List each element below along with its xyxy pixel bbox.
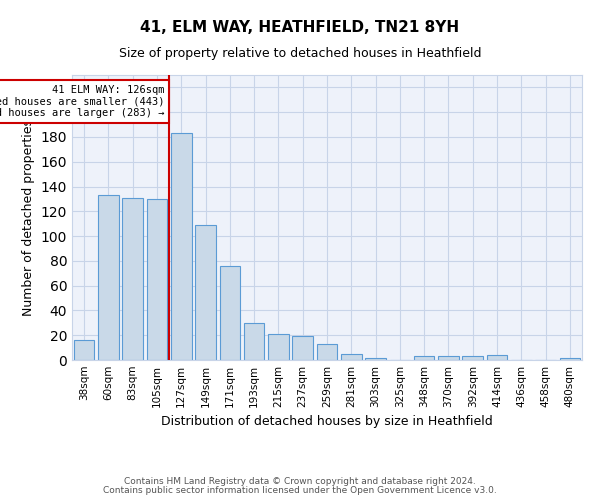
- Bar: [268, 334, 289, 360]
- Text: Contains HM Land Registry data © Crown copyright and database right 2024.: Contains HM Land Registry data © Crown c…: [124, 477, 476, 486]
- Bar: [487, 355, 508, 360]
- Bar: [463, 356, 483, 360]
- Text: Contains public sector information licensed under the Open Government Licence v3: Contains public sector information licen…: [103, 486, 497, 495]
- Bar: [365, 358, 386, 360]
- Bar: [122, 198, 143, 360]
- Y-axis label: Number of detached properties: Number of detached properties: [22, 119, 35, 316]
- Bar: [195, 225, 216, 360]
- Text: 41, ELM WAY, HEATHFIELD, TN21 8YH: 41, ELM WAY, HEATHFIELD, TN21 8YH: [140, 20, 460, 35]
- Bar: [244, 323, 265, 360]
- Bar: [414, 356, 434, 360]
- X-axis label: Distribution of detached houses by size in Heathfield: Distribution of detached houses by size …: [161, 416, 493, 428]
- Bar: [317, 344, 337, 360]
- Text: 41 ELM WAY: 126sqm
← 60% of detached houses are smaller (443)
39% of semi-detach: 41 ELM WAY: 126sqm ← 60% of detached hou…: [0, 85, 164, 118]
- Bar: [438, 356, 459, 360]
- Bar: [171, 133, 191, 360]
- Bar: [146, 199, 167, 360]
- Bar: [98, 195, 119, 360]
- Bar: [220, 266, 240, 360]
- Bar: [292, 336, 313, 360]
- Bar: [341, 354, 362, 360]
- Bar: [560, 358, 580, 360]
- Text: Size of property relative to detached houses in Heathfield: Size of property relative to detached ho…: [119, 48, 481, 60]
- Bar: [74, 340, 94, 360]
